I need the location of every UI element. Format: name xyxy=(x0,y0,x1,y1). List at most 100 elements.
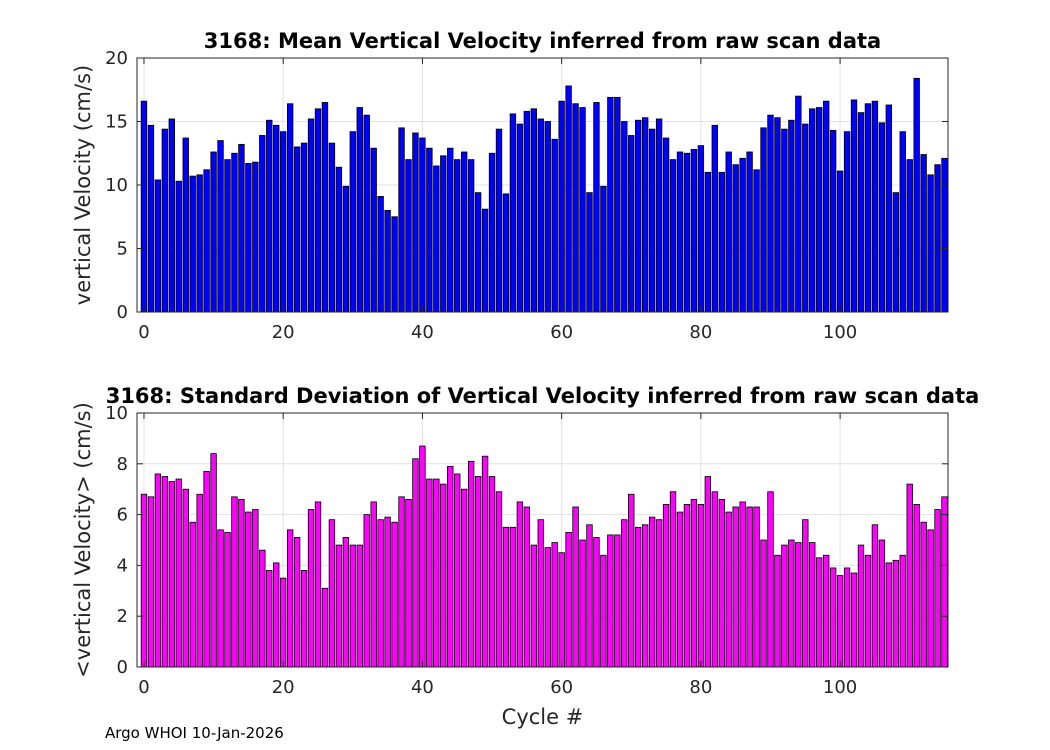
std-velocity-bar-37 xyxy=(398,496,405,668)
mean-velocity-bar-102 xyxy=(850,99,858,313)
std-velocity-bar-104 xyxy=(864,554,872,668)
std-velocity-bar-89 xyxy=(760,539,767,668)
std-velocity-bar-24 xyxy=(307,509,315,668)
mean-velocity-bar-101 xyxy=(843,131,851,313)
std-velocity-bar-72 xyxy=(642,524,649,668)
mean-velocity-bar-29 xyxy=(342,185,350,313)
std-velocity-bar-92 xyxy=(781,544,788,668)
mean-velocity-bar-42 xyxy=(433,165,440,313)
mean-velocity-bar-16 xyxy=(252,161,259,313)
std-velocity-bar-6 xyxy=(182,488,189,668)
mean-velocity-ytick-label-5: 5 xyxy=(117,239,128,260)
std-velocity-bar-63 xyxy=(579,539,586,668)
mean-velocity-bar-90 xyxy=(767,114,774,313)
std-velocity-ytick-label-4: 4 xyxy=(117,555,128,576)
std-velocity-bar-33 xyxy=(370,501,377,668)
mean-velocity-bar-71 xyxy=(635,119,642,313)
mean-velocity-bar-70 xyxy=(628,135,635,313)
std-velocity-bar-43 xyxy=(440,483,447,668)
std-velocity-bar-114 xyxy=(934,509,941,668)
std-velocity-bar-35 xyxy=(384,516,391,668)
mean-velocity-bar-94 xyxy=(795,95,802,313)
mean-velocity-bar-99 xyxy=(829,129,837,313)
mean-velocity-bar-108 xyxy=(892,192,899,313)
std-velocity-bar-5 xyxy=(175,478,182,668)
std-velocity-bars xyxy=(140,445,948,668)
std-velocity-bar-59 xyxy=(551,542,558,668)
mean-velocity-bar-33 xyxy=(370,147,377,313)
mean-velocity-bar-91 xyxy=(774,117,781,313)
std-velocity-axes-frame xyxy=(136,412,949,668)
std-velocity-bar-54 xyxy=(516,501,524,668)
mean-velocity-ticks: 0 20 40 60 80 100 0 5 10 15 20 xyxy=(105,48,948,343)
std-velocity-bar-110 xyxy=(906,483,913,668)
std-velocity-bar-22 xyxy=(293,537,301,668)
std-velocity-bar-47 xyxy=(467,460,475,668)
std-velocity-ylabel: <vertical Velocity> (cm/s) xyxy=(71,402,95,678)
std-velocity-bar-84 xyxy=(725,511,732,668)
std-velocity-xlabel: Cycle # xyxy=(502,705,584,729)
std-velocity-ticks: 0 20 40 60 80 100 0 2 4 6 8 10 xyxy=(105,403,948,698)
mean-velocity-bar-75 xyxy=(662,137,670,313)
std-velocity-bar-42 xyxy=(433,478,440,668)
mean-velocity-bar-83 xyxy=(718,171,725,313)
mean-velocity-bar-12 xyxy=(224,159,231,313)
mean-velocity-bar-80 xyxy=(697,145,705,313)
std-velocity-bar-109 xyxy=(899,554,906,668)
std-velocity-xtick-label-40: 40 xyxy=(411,677,434,698)
std-velocity-bar-0 xyxy=(140,493,148,668)
std-velocity-axes: 0 20 40 60 80 100 0 2 4 6 8 10 3168: Standard Devia… xyxy=(71,384,979,729)
mean-velocity-bar-81 xyxy=(704,171,712,313)
std-velocity-bar-25 xyxy=(314,501,322,668)
mean-velocity-bar-62 xyxy=(572,103,579,313)
mean-velocity-bar-40 xyxy=(419,137,426,313)
std-velocity-bar-71 xyxy=(635,526,642,668)
mean-velocity-bar-15 xyxy=(245,163,252,313)
std-velocity-bar-66 xyxy=(600,554,607,668)
std-velocity-bar-69 xyxy=(621,519,628,668)
std-velocity-bar-96 xyxy=(809,542,816,668)
mean-velocity-bar-50 xyxy=(488,152,496,313)
std-velocity-xtick-label-20: 20 xyxy=(272,677,295,698)
std-velocity-bar-74 xyxy=(655,519,663,668)
mean-velocity-xtick-label-60: 60 xyxy=(550,322,573,343)
mean-velocity-bar-58 xyxy=(544,121,551,313)
mean-velocity-bar-105 xyxy=(871,100,879,313)
std-velocity-bar-27 xyxy=(328,519,336,668)
mean-velocity-bar-85 xyxy=(732,164,739,313)
mean-velocity-bar-73 xyxy=(648,128,656,313)
std-velocity-bar-77 xyxy=(676,511,684,668)
std-velocity-bar-30 xyxy=(349,544,356,668)
mean-velocity-bar-87 xyxy=(746,151,753,313)
std-velocity-bar-73 xyxy=(648,516,656,668)
std-velocity-bar-115 xyxy=(941,496,948,668)
mean-velocity-bar-69 xyxy=(621,121,628,313)
std-velocity-bar-65 xyxy=(593,537,600,668)
mean-velocity-bar-34 xyxy=(377,196,384,313)
mean-velocity-bar-22 xyxy=(293,146,301,313)
std-velocity-bar-3 xyxy=(161,476,169,668)
mean-velocity-bar-106 xyxy=(878,122,886,313)
mean-velocity-bar-3 xyxy=(161,128,169,313)
std-velocity-ytick-label-10: 10 xyxy=(105,403,128,424)
mean-velocity-bar-92 xyxy=(781,128,788,313)
mean-velocity-bar-59 xyxy=(551,138,558,313)
mean-velocity-bar-6 xyxy=(182,137,189,313)
std-velocity-bar-29 xyxy=(342,537,350,668)
mean-velocity-bar-18 xyxy=(266,119,273,313)
mean-velocity-bar-35 xyxy=(384,209,391,313)
mean-velocity-bar-78 xyxy=(683,152,691,313)
std-velocity-bar-32 xyxy=(363,514,370,668)
std-velocity-bar-106 xyxy=(878,539,886,668)
mean-velocity-bar-98 xyxy=(822,100,830,313)
mean-velocity-title: 3168: Mean Vertical Velocity inferred fr… xyxy=(204,29,881,53)
std-velocity-bar-108 xyxy=(892,559,899,668)
mean-velocity-bar-13 xyxy=(231,152,238,313)
std-velocity-bar-64 xyxy=(586,524,593,668)
std-velocity-bar-19 xyxy=(273,562,280,668)
std-velocity-bar-46 xyxy=(460,488,468,668)
std-velocity-bar-107 xyxy=(885,562,893,668)
mean-velocity-bar-74 xyxy=(655,118,663,313)
mean-velocity-bar-115 xyxy=(941,157,948,313)
mean-velocity-bar-96 xyxy=(809,108,816,313)
